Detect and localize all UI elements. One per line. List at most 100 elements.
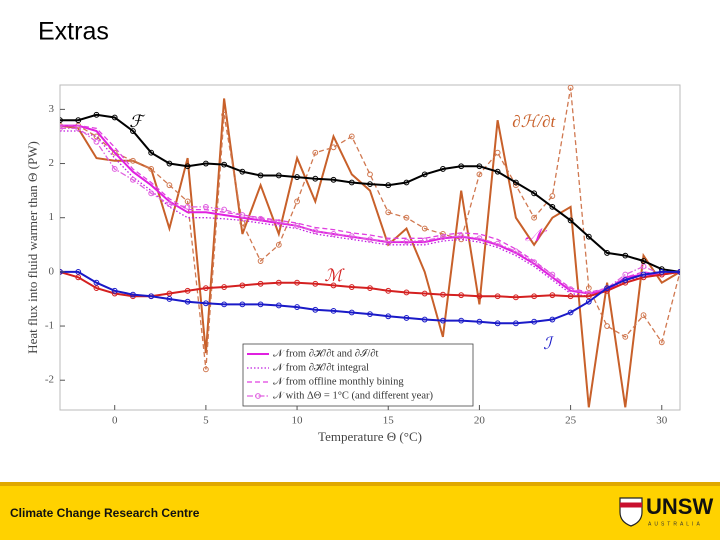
- data-point: [604, 323, 610, 329]
- data-point: [148, 293, 155, 300]
- data-point: [549, 203, 556, 210]
- y-tick-label: -1: [45, 320, 54, 332]
- data-point: [93, 111, 100, 118]
- data-point: [512, 179, 519, 186]
- axes-layer: 0 5 10 15 20 25 30 -2 -1 0 1 2 3 Temperature Θ (°C) He…: [25, 103, 668, 444]
- data-point: [330, 231, 337, 237]
- data-point: [294, 279, 300, 286]
- data-point: [512, 294, 519, 301]
- footer-stripe: [0, 482, 720, 486]
- data-point: [202, 203, 209, 210]
- x-tick-label: 15: [383, 415, 395, 427]
- data-point: [294, 304, 300, 310]
- data-point: [476, 163, 483, 170]
- data-point: [184, 287, 191, 294]
- data-point: [148, 190, 155, 197]
- data-point: [348, 233, 355, 240]
- data-point: [202, 160, 209, 167]
- legend-label: 𝒩 with ΔΘ = 1°C (and different year): [273, 390, 433, 401]
- data-point: [421, 237, 428, 244]
- data-point: [567, 286, 574, 293]
- data-point: [184, 298, 191, 305]
- data-point: [312, 306, 319, 313]
- data-point: [658, 339, 665, 346]
- series-line: [60, 87, 680, 370]
- y-tick-label: 1: [49, 211, 55, 223]
- data-point: [330, 144, 337, 151]
- data-point: [275, 279, 282, 286]
- data-point: [476, 318, 483, 325]
- data-point: [440, 231, 446, 237]
- data-point: [494, 320, 501, 327]
- data-point: [567, 293, 574, 300]
- data-point: [348, 133, 355, 140]
- curve-label: ℳ: [324, 266, 345, 285]
- data-point: [622, 252, 629, 259]
- series-line: [60, 270, 680, 299]
- data-point: [512, 320, 519, 327]
- y-tick-label: 2: [49, 157, 55, 169]
- logo-crest: [619, 497, 643, 527]
- legend-marker: [255, 393, 261, 399]
- data-point: [184, 163, 191, 170]
- data-point: [640, 271, 647, 278]
- data-point: [294, 174, 300, 180]
- data-point: [312, 149, 319, 156]
- series-line: [60, 113, 680, 273]
- data-point: [549, 271, 556, 278]
- data-point: [421, 171, 428, 178]
- data-point: [476, 293, 483, 300]
- data-point: [184, 203, 191, 210]
- data-point: [312, 280, 319, 287]
- data-point: [130, 291, 136, 298]
- data-point: [385, 313, 392, 320]
- data-point: [166, 160, 173, 167]
- data-point: [221, 111, 228, 118]
- data-point: [531, 190, 538, 197]
- data-point: [275, 172, 282, 179]
- data-point: [93, 279, 100, 286]
- data-point: [585, 233, 592, 240]
- data-point: [585, 298, 592, 305]
- data-point: [567, 85, 574, 91]
- data-point: [166, 201, 173, 208]
- data-point: [421, 290, 428, 297]
- data-point: [403, 238, 410, 245]
- data-point: [367, 236, 373, 243]
- data-point: [585, 285, 592, 292]
- data-point: [622, 333, 629, 340]
- x-tick-label: 5: [203, 415, 209, 427]
- slide-title: Extras: [38, 18, 109, 46]
- data-point: [494, 240, 501, 247]
- data-point: [348, 284, 355, 290]
- series-line: [60, 124, 680, 294]
- legend-box: [242, 343, 474, 407]
- data-point: [531, 214, 538, 221]
- data-point: [512, 248, 519, 255]
- data-point: [60, 125, 63, 132]
- data-point: [257, 301, 264, 308]
- data-point: [166, 290, 173, 297]
- y-tick-label: 0: [49, 265, 55, 277]
- x-tick-label: 10: [292, 415, 304, 427]
- data-point: [60, 117, 63, 124]
- data-point: [257, 215, 264, 222]
- data-point: [257, 258, 264, 264]
- data-point: [622, 271, 629, 278]
- data-point: [148, 149, 155, 156]
- data-point: [385, 287, 392, 294]
- data-point: [403, 214, 410, 221]
- data-point: [257, 172, 264, 179]
- data-point: [166, 296, 173, 302]
- data-point: [239, 301, 246, 308]
- data-point: [367, 311, 373, 318]
- series-line: [60, 270, 680, 325]
- data-point: [549, 292, 556, 299]
- data-point: [385, 209, 392, 216]
- data-point: [184, 198, 191, 205]
- x-tick-label: 25: [565, 415, 577, 427]
- data-point: [640, 263, 647, 270]
- data-point: [93, 285, 100, 292]
- data-point: [494, 168, 501, 175]
